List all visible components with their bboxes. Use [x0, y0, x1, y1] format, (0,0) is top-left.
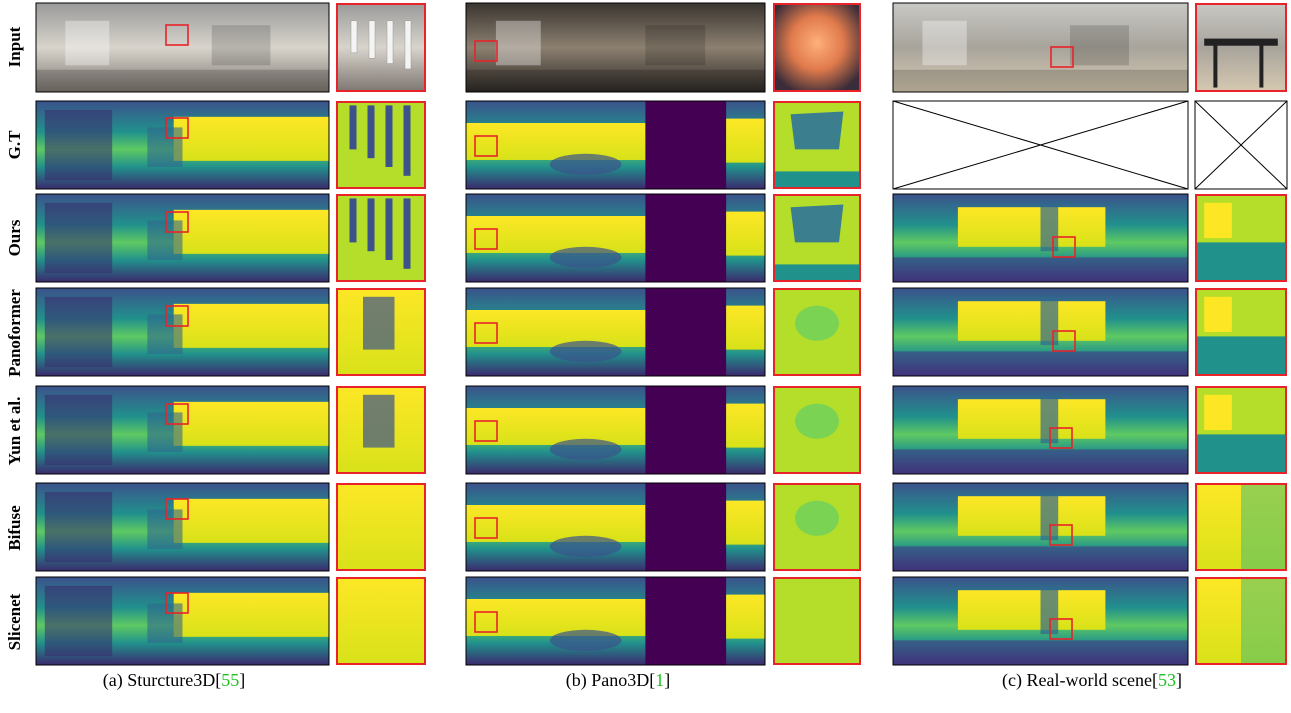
depth-panorama: [892, 482, 1189, 572]
panel-r5-c2: [892, 482, 1287, 572]
panel-r0-c2: [892, 2, 1287, 93]
panel-r1-c1: [465, 100, 861, 190]
depth-panorama: [465, 193, 766, 283]
highlight-box: [474, 322, 498, 344]
highlight-box: [474, 611, 498, 633]
highlight-box: [165, 403, 189, 425]
depth-zoom-crop: [773, 101, 861, 189]
depth-zoom-crop: [773, 288, 861, 376]
highlight-box: [474, 135, 498, 157]
depth-panorama: [465, 482, 766, 572]
highlight-box: [165, 211, 189, 233]
depth-zoom-crop: [1195, 577, 1287, 665]
highlight-box: [1052, 330, 1076, 352]
highlight-box: [1049, 427, 1073, 449]
highlight-box: [474, 517, 498, 539]
panel-r6-c1: [465, 576, 861, 666]
highlight-box: [1052, 236, 1076, 258]
row-label-input: Input: [5, 26, 24, 68]
row-label-slicenet: Slicenet: [5, 593, 24, 651]
depth-zoom-crop: [336, 194, 426, 282]
input-panorama: [35, 2, 330, 93]
caption-real-world: (c) Real-world scene[53]: [1002, 670, 1182, 690]
panel-r3-c2: [892, 287, 1287, 377]
highlight-box: [474, 420, 498, 442]
panel-r2-c1: [465, 193, 861, 283]
depth-zoom-crop: [336, 483, 426, 571]
depth-zoom-crop: [336, 386, 426, 474]
depth-panorama: [35, 576, 330, 666]
panel-r1-c2: [892, 100, 1288, 190]
depth-zoom-crop: [773, 194, 861, 282]
panel-r6-c2: [892, 576, 1287, 666]
panel-r1-c0: [35, 100, 426, 190]
panel-r4-c2: [892, 385, 1287, 475]
panel-r3-c0: [35, 287, 426, 377]
row-label-ours: Ours: [5, 219, 24, 257]
row-label-ground-truth: G.T: [5, 130, 24, 160]
highlight-box: [1049, 524, 1073, 546]
caption-pano3d: (b) Pano3D[1]: [565, 670, 671, 690]
depth-panorama: [465, 287, 766, 377]
depth-zoom-crop: [336, 288, 426, 376]
depth-panorama: [892, 576, 1189, 666]
depth-panorama: [465, 385, 766, 475]
depth-zoom-crop: [1195, 483, 1287, 571]
panel-r0-c1: [465, 2, 861, 93]
depth-zoom-crop: [336, 577, 426, 665]
depth-panorama: [892, 193, 1189, 283]
input-zoom-crop: [1195, 3, 1287, 92]
depth-zoom-crop: [773, 577, 861, 665]
row-label-yun: Yun et al.: [5, 396, 24, 466]
depth-zoom-crop: [773, 386, 861, 474]
depth-panorama: [465, 100, 766, 190]
depth-zoom-crop: [1195, 386, 1287, 474]
input-zoom-crop: [773, 3, 861, 92]
highlight-box: [1049, 618, 1073, 640]
highlight-box: [165, 592, 189, 614]
depth-panorama: [892, 287, 1189, 377]
input-panorama: [892, 2, 1189, 93]
depth-panorama: [35, 482, 330, 572]
citation-ref[interactable]: 55: [221, 670, 240, 690]
panel-r5-c1: [465, 482, 861, 572]
highlight-box: [1050, 46, 1074, 68]
depth-panorama: [35, 385, 330, 475]
depth-comparison-figure: [35, 2, 1288, 666]
panel-r4-c0: [35, 385, 426, 475]
panel-r6-c0: [35, 576, 426, 666]
row-label-bifuse: Bifuse: [5, 505, 24, 551]
depth-zoom-crop: [336, 101, 426, 189]
row-label-panoformer: Panoformer: [5, 289, 24, 377]
input-panorama: [465, 2, 766, 93]
highlight-box: [474, 40, 498, 62]
citation-ref[interactable]: 53: [1157, 670, 1176, 690]
citation-ref[interactable]: 1: [655, 670, 665, 690]
missing-gt-panorama: [892, 100, 1189, 190]
highlight-box: [165, 24, 189, 46]
depth-zoom-crop: [1195, 194, 1287, 282]
depth-zoom-crop: [1195, 288, 1287, 376]
depth-panorama: [892, 385, 1189, 475]
depth-panorama: [35, 287, 330, 377]
panel-r2-c2: [892, 193, 1287, 283]
depth-panorama: [465, 576, 766, 666]
highlight-box: [165, 117, 189, 139]
depth-panorama: [35, 193, 330, 283]
highlight-box: [474, 228, 498, 250]
highlight-box: [165, 305, 189, 327]
depth-zoom-crop: [773, 483, 861, 571]
input-zoom-crop: [336, 3, 426, 92]
depth-panorama: [35, 100, 330, 190]
panel-r5-c0: [35, 482, 426, 572]
panel-r4-c1: [465, 385, 861, 475]
missing-gt-crop: [1194, 100, 1288, 190]
caption-structure3d: (a) Sturcture3D[55]: [102, 670, 246, 690]
panel-r3-c1: [465, 287, 861, 377]
panel-r0-c0: [35, 2, 426, 93]
highlight-box: [165, 498, 189, 520]
panel-r2-c0: [35, 193, 426, 283]
